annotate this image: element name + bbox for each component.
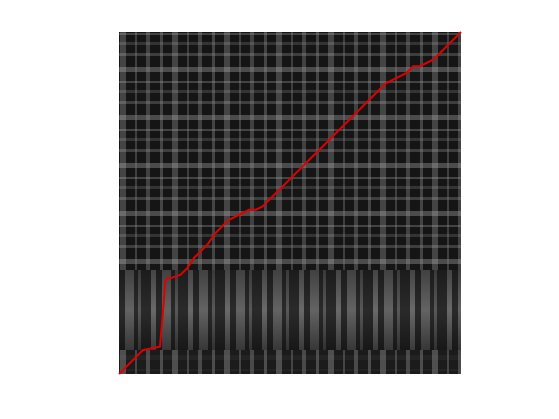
heatmap-image bbox=[119, 32, 461, 374]
alignment-path-line bbox=[118, 31, 462, 375]
